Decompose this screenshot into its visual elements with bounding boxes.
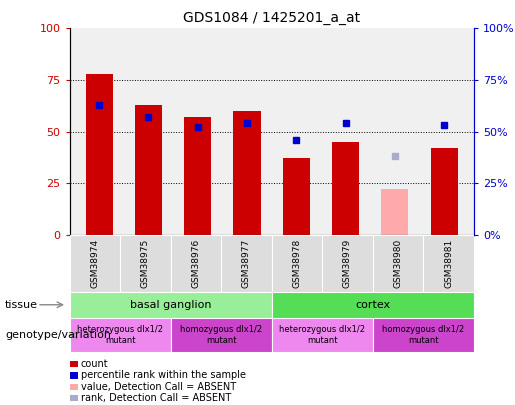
Text: GSM38976: GSM38976 [192,239,200,288]
Bar [332,142,359,235]
Bar [283,158,310,235]
Text: homozygous dlx1/2
mutant: homozygous dlx1/2 mutant [382,325,465,345]
Text: heterozygous dlx1/2
mutant: heterozygous dlx1/2 mutant [77,325,163,345]
Text: tissue: tissue [5,300,38,310]
Text: percentile rank within the sample: percentile rank within the sample [81,371,246,380]
Text: GSM38975: GSM38975 [141,239,150,288]
Bar [70,361,78,367]
Bar [233,111,261,235]
Bar [423,235,474,292]
Title: GDS1084 / 1425201_a_at: GDS1084 / 1425201_a_at [183,11,360,25]
Text: value, Detection Call = ABSENT: value, Detection Call = ABSENT [81,382,236,392]
Text: basal ganglion: basal ganglion [130,300,211,310]
Bar [70,372,78,379]
Text: cortex: cortex [355,300,390,310]
Bar [184,117,211,235]
Text: genotype/variation: genotype/variation [5,330,111,340]
Bar [322,235,373,292]
Text: rank, Detection Call = ABSENT: rank, Detection Call = ABSENT [81,393,231,403]
Text: GSM38977: GSM38977 [242,239,251,288]
Bar [170,318,272,352]
Bar [382,190,408,235]
Text: GSM38974: GSM38974 [90,239,99,288]
Text: GSM38979: GSM38979 [343,239,352,288]
Text: count: count [81,359,109,369]
Bar [70,395,78,401]
Text: homozygous dlx1/2
mutant: homozygous dlx1/2 mutant [180,325,262,345]
Bar [272,235,322,292]
Bar [85,74,113,235]
Text: GSM38980: GSM38980 [393,239,403,288]
Text: GSM38978: GSM38978 [293,239,301,288]
Bar [373,235,423,292]
Bar [70,292,272,318]
Bar [272,292,474,318]
Text: GSM38981: GSM38981 [444,239,453,288]
Bar [170,235,221,292]
Bar [135,105,162,235]
Bar [70,384,78,390]
Bar [272,318,373,352]
Bar [373,318,474,352]
Bar [70,318,170,352]
Bar [70,235,120,292]
Text: heterozygous dlx1/2
mutant: heterozygous dlx1/2 mutant [279,325,365,345]
Bar [431,148,458,235]
Bar [221,235,271,292]
Bar [120,235,170,292]
